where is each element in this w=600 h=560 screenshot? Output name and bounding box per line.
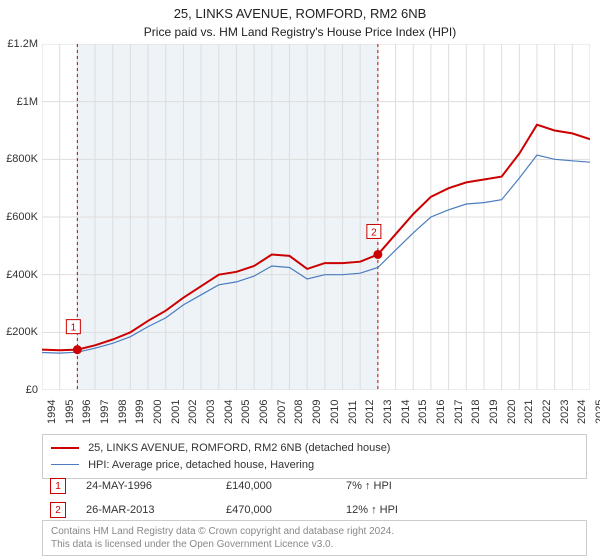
x-tick-label: 2008	[293, 400, 305, 424]
y-tick-label: £200K	[0, 326, 38, 338]
x-tick-label: 1995	[64, 400, 76, 424]
legend-item-2: HPI: Average price, detached house, Have…	[51, 457, 578, 474]
x-tick-label: 2009	[311, 400, 323, 424]
x-tick-label: 2004	[223, 400, 235, 424]
y-tick-label: £800K	[0, 153, 38, 165]
footer-line-1: Contains HM Land Registry data © Crown c…	[51, 525, 578, 538]
chart-container: 25, LINKS AVENUE, ROMFORD, RM2 6NB Price…	[0, 0, 600, 560]
sale-price: £470,000	[226, 504, 346, 516]
legend-item-1: 25, LINKS AVENUE, ROMFORD, RM2 6NB (deta…	[51, 440, 578, 457]
sale-row: 2 26-MAR-2013£470,00012% ↑ HPI	[42, 498, 587, 522]
sale-row: 1 24-MAY-1996£140,0007% ↑ HPI	[42, 474, 587, 498]
y-tick-label: £0	[0, 384, 38, 396]
chart-plot-area: 12	[42, 44, 590, 390]
legend-label-1: 25, LINKS AVENUE, ROMFORD, RM2 6NB (deta…	[88, 442, 390, 454]
x-tick-label: 2018	[470, 400, 482, 424]
svg-text:1: 1	[71, 323, 77, 334]
x-tick-label: 2022	[541, 400, 553, 424]
sale-marker: 2	[50, 502, 66, 518]
sale-price: £140,000	[226, 480, 346, 492]
x-tick-label: 1999	[134, 400, 146, 424]
x-tick-label: 2019	[488, 400, 500, 424]
sales-table: 1 24-MAY-1996£140,0007% ↑ HPI 2 26-MAR-2013…	[42, 474, 587, 522]
x-tick-label: 2025	[594, 400, 600, 424]
x-tick-label: 1994	[46, 400, 58, 424]
y-tick-label: £1.2M	[0, 38, 38, 50]
svg-text:2: 2	[371, 227, 377, 238]
footer-line-2: This data is licensed under the Open Gov…	[51, 538, 578, 551]
x-tick-label: 2024	[576, 400, 588, 424]
sale-date: 26-MAR-2013	[86, 504, 226, 516]
sale-hpi: 12% ↑ HPI	[346, 504, 466, 516]
legend-swatch-2	[51, 464, 79, 466]
x-tick-label: 2001	[170, 400, 182, 424]
x-tick-label: 2012	[364, 400, 376, 424]
x-tick-label: 2023	[559, 400, 571, 424]
x-tick-label: 2005	[240, 400, 252, 424]
x-tick-label: 1996	[81, 400, 93, 424]
legend-swatch-1	[51, 447, 79, 449]
x-tick-label: 2006	[258, 400, 270, 424]
x-tick-label: 2021	[523, 400, 535, 424]
legend-label-2: HPI: Average price, detached house, Have…	[88, 459, 314, 471]
x-tick-label: 2010	[329, 400, 341, 424]
x-tick-label: 2013	[382, 400, 394, 424]
chart-svg: 12	[42, 44, 590, 390]
x-tick-label: 2017	[453, 400, 465, 424]
x-tick-label: 2014	[400, 400, 412, 424]
y-tick-label: £400K	[0, 269, 38, 281]
x-tick-label: 2015	[417, 400, 429, 424]
x-tick-label: 2011	[347, 400, 359, 424]
x-tick-label: 2002	[187, 400, 199, 424]
x-tick-label: 2003	[205, 400, 217, 424]
sale-hpi: 7% ↑ HPI	[346, 480, 466, 492]
sale-date: 24-MAY-1996	[86, 480, 226, 492]
footer: Contains HM Land Registry data © Crown c…	[42, 520, 587, 556]
x-tick-label: 1998	[117, 400, 129, 424]
x-tick-label: 1997	[99, 400, 111, 424]
chart-title: 25, LINKS AVENUE, ROMFORD, RM2 6NB	[0, 0, 600, 23]
x-axis-labels: 1994 1995 1996 1997 1998 1999 2000 2001 2002 2003…	[42, 392, 590, 432]
sale-marker: 1	[50, 478, 66, 494]
x-tick-label: 2007	[276, 400, 288, 424]
chart-subtitle: Price paid vs. HM Land Registry's House …	[0, 23, 600, 39]
x-tick-label: 2000	[152, 400, 164, 424]
legend: 25, LINKS AVENUE, ROMFORD, RM2 6NB (deta…	[42, 434, 587, 479]
y-tick-label: £1M	[0, 96, 38, 108]
y-tick-label: £600K	[0, 211, 38, 223]
x-tick-label: 2020	[506, 400, 518, 424]
x-tick-label: 2016	[435, 400, 447, 424]
